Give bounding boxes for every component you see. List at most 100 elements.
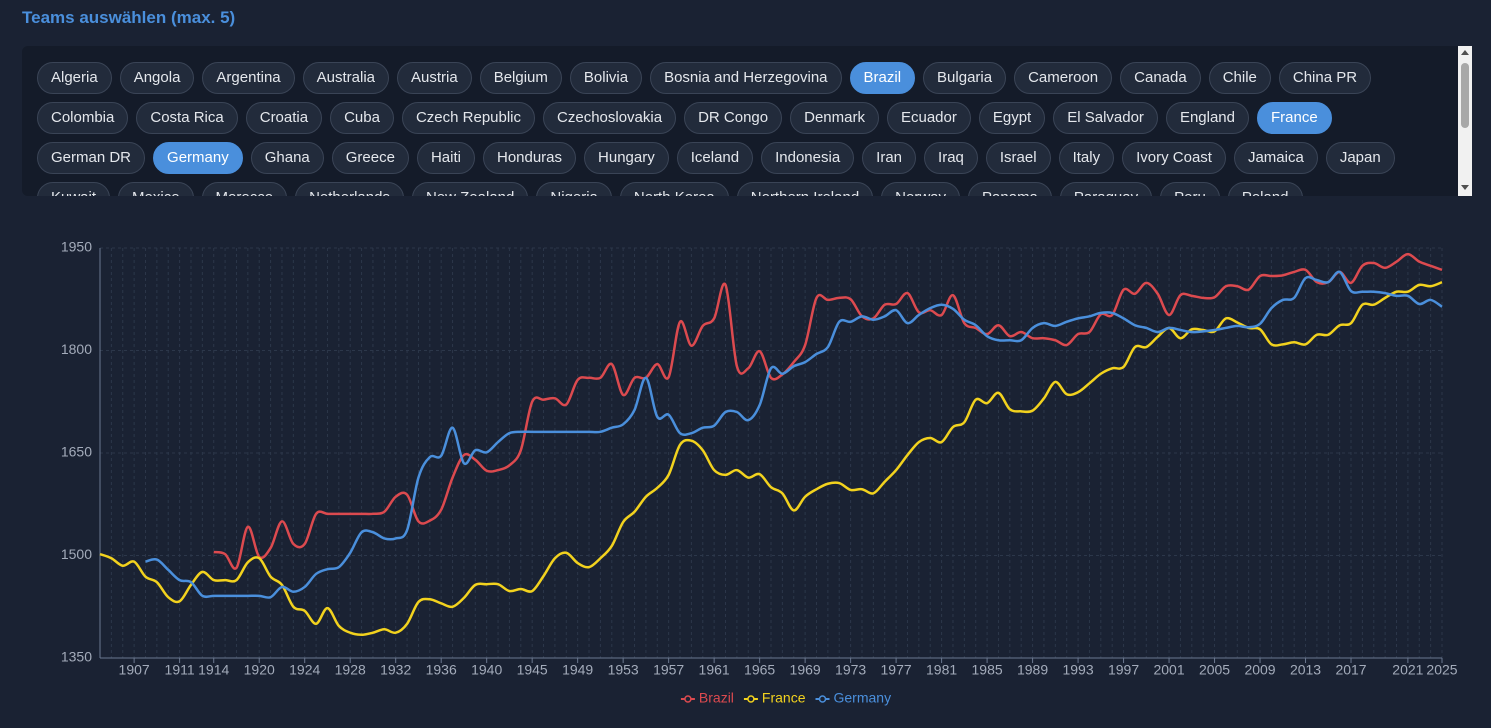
team-chip[interactable]: Angola [119, 62, 195, 94]
team-chip[interactable]: Indonesia [761, 142, 855, 174]
x-tick-label: 1953 [608, 662, 639, 678]
team-chip[interactable]: Argentina [202, 62, 295, 94]
team-chip[interactable]: German DR [37, 142, 146, 174]
team-chip[interactable]: Honduras [482, 142, 577, 174]
team-chip[interactable]: Bolivia [569, 62, 643, 94]
x-tick-label: 1914 [198, 662, 229, 678]
team-chip[interactable]: Denmark [790, 102, 879, 134]
team-chip[interactable]: Hungary [584, 142, 669, 174]
x-tick-label: 1907 [119, 662, 150, 678]
x-tick-label: 1961 [699, 662, 730, 678]
team-chip[interactable]: Japan [1325, 142, 1395, 174]
x-tick-label: 2005 [1199, 662, 1230, 678]
team-chip[interactable]: Kuwait [37, 182, 111, 196]
team-chip[interactable]: Cuba [330, 102, 394, 134]
legend-label: Germany [834, 690, 892, 706]
x-tick-label: 1928 [335, 662, 366, 678]
x-tick-label: 2009 [1244, 662, 1275, 678]
team-chip[interactable]: Netherlands [295, 182, 404, 196]
team-chip[interactable]: Ivory Coast [1122, 142, 1226, 174]
x-tick-label: 2021 [1392, 662, 1423, 678]
team-chip[interactable]: Peru [1160, 182, 1220, 196]
team-chip[interactable]: Belgium [479, 62, 562, 94]
team-chip[interactable]: Northern Ireland [736, 182, 874, 196]
x-tick-label: 1932 [380, 662, 411, 678]
x-tick-label: 1965 [744, 662, 775, 678]
legend-label: Brazil [699, 690, 734, 706]
team-chip[interactable]: El Salvador [1053, 102, 1158, 134]
team-chip[interactable]: Greece [331, 142, 409, 174]
team-chip[interactable]: Croatia [245, 102, 323, 134]
x-tick-label: 1920 [244, 662, 275, 678]
team-chip[interactable]: Mexico [118, 182, 194, 196]
legend-icon [818, 695, 827, 703]
x-tick-label: 1940 [471, 662, 502, 678]
x-tick-label: 1977 [881, 662, 912, 678]
team-list: Algeria Angola Argentina Australia Austria Be… [22, 46, 1447, 196]
team-chip[interactable]: Costa Rica [136, 102, 238, 134]
x-tick-label: 2025 [1426, 662, 1457, 678]
legend-icon [747, 695, 755, 703]
team-chip[interactable]: Colombia [37, 102, 129, 134]
team-chip[interactable]: Haiti [416, 142, 475, 174]
y-tick-label: 1950 [61, 239, 92, 255]
team-chip[interactable]: Iceland [676, 142, 754, 174]
team-chip[interactable]: England [1165, 102, 1249, 134]
x-tick-label: 1997 [1108, 662, 1139, 678]
team-chip[interactable]: Germany [153, 142, 243, 174]
team-chip[interactable]: Canada [1120, 62, 1201, 94]
team-chip[interactable]: France [1257, 102, 1332, 134]
x-tick-label: 1981 [926, 662, 957, 678]
section-title: Teams auswählen (max. 5) [22, 8, 236, 27]
team-chip[interactable]: Bosnia and Herzegovina [650, 62, 842, 94]
team-chip[interactable]: Iran [862, 142, 917, 174]
team-chip[interactable]: Australia [302, 62, 389, 94]
scrollbar[interactable] [1458, 46, 1472, 196]
team-chip[interactable]: China PR [1278, 62, 1372, 94]
team-chip[interactable]: Bulgaria [923, 62, 1007, 94]
series-line [213, 252, 1443, 570]
legend-label: France [762, 690, 806, 706]
x-tick-label: 1973 [835, 662, 866, 678]
team-chip[interactable]: Poland [1227, 182, 1303, 196]
y-tick-label: 1800 [61, 341, 92, 357]
team-chip[interactable]: Ghana [250, 142, 324, 174]
team-chip[interactable]: Egypt [978, 102, 1046, 134]
team-chip[interactable]: Ecuador [886, 102, 971, 134]
x-tick-label: 1936 [426, 662, 457, 678]
team-chip[interactable]: Italy [1058, 142, 1115, 174]
team-chip[interactable]: Iraq [924, 142, 978, 174]
team-chip[interactable]: Austria [397, 62, 472, 94]
team-chip[interactable]: DR Congo [684, 102, 783, 134]
x-tick-label: 1945 [517, 662, 548, 678]
x-tick-label: 1969 [790, 662, 821, 678]
x-tick-label: 1989 [1017, 662, 1048, 678]
team-chip[interactable]: Morocco [201, 182, 288, 196]
x-tick-label: 2001 [1153, 662, 1184, 678]
y-tick-label: 1650 [61, 444, 92, 460]
team-chip[interactable]: Panama [968, 182, 1052, 196]
x-tick-label: 1949 [562, 662, 593, 678]
team-chip[interactable]: Brazil [849, 62, 916, 94]
team-chip[interactable]: Nigeria [536, 182, 612, 196]
series-line [99, 280, 1443, 637]
team-chip[interactable]: New Zealand [411, 182, 529, 196]
team-chip[interactable]: Chile [1208, 62, 1271, 94]
team-chip[interactable]: Jamaica [1233, 142, 1318, 174]
team-chip[interactable]: Cameroon [1014, 62, 1113, 94]
team-chip[interactable]: Norway [881, 182, 961, 196]
team-chip[interactable]: Czechoslovakia [543, 102, 677, 134]
y-tick-label: 1350 [61, 649, 92, 665]
x-tick-label: 1924 [289, 662, 320, 678]
series-line [145, 270, 1443, 599]
x-tick-label: 2013 [1290, 662, 1321, 678]
team-chip[interactable]: Czech Republic [401, 102, 536, 134]
legend-icon [684, 695, 692, 703]
scroll-thumb[interactable] [1461, 63, 1469, 128]
team-chip[interactable]: Algeria [37, 62, 112, 94]
team-chip[interactable]: Israel [985, 142, 1051, 174]
team-chip[interactable]: North Korea [619, 182, 729, 196]
x-tick-label: 1911 [165, 662, 195, 678]
team-chip[interactable]: Paraguay [1059, 182, 1153, 196]
